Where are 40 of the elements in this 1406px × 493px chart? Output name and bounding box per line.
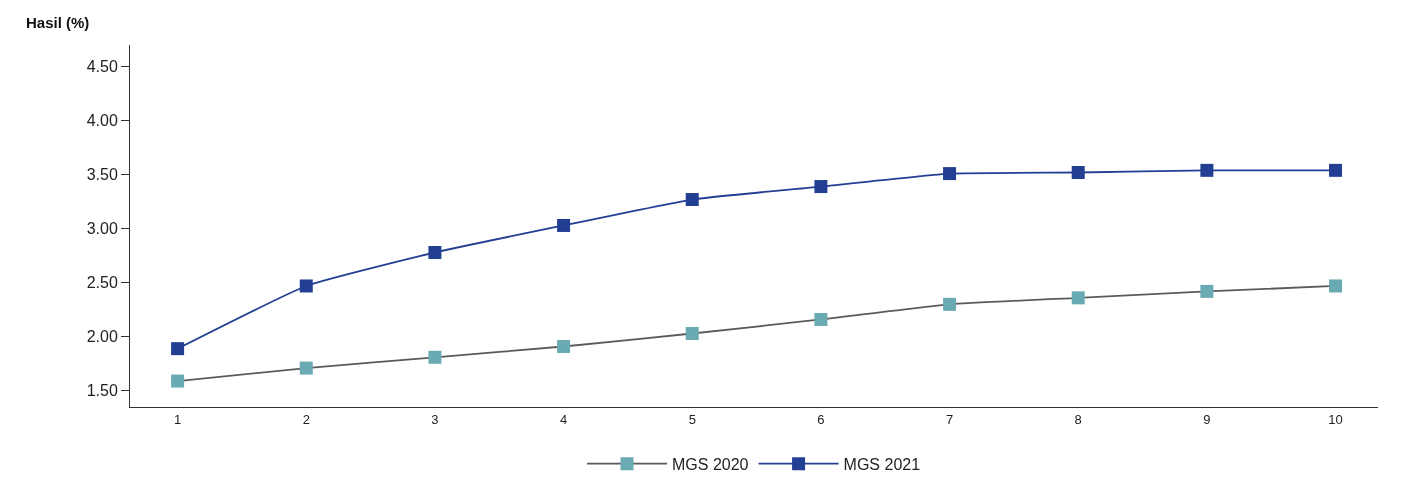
legend-label: MGS 2021 xyxy=(843,455,921,473)
y-tick-label: 3.50 xyxy=(86,166,118,184)
x-tick-label: 8 xyxy=(1074,411,1082,427)
y-tick-label: 4.50 xyxy=(86,58,118,76)
x-tick-label: 6 xyxy=(817,411,825,427)
point xyxy=(428,350,442,364)
x-tick-label: 10 xyxy=(1328,411,1343,427)
point xyxy=(428,245,442,259)
point xyxy=(171,374,185,388)
point xyxy=(1071,291,1085,305)
point xyxy=(1200,284,1214,298)
y-tick-label: 2.50 xyxy=(86,274,118,292)
y-tick-label: 2.00 xyxy=(86,328,118,346)
point xyxy=(685,193,699,207)
x-tick-label: 1 xyxy=(173,411,182,427)
point xyxy=(171,342,185,356)
y-tick-label: 1.50 xyxy=(86,382,118,400)
point xyxy=(557,218,571,232)
point xyxy=(1071,166,1085,180)
point xyxy=(1329,163,1343,177)
x-tick-label: 5 xyxy=(688,411,696,427)
point xyxy=(814,180,828,194)
point xyxy=(685,327,699,341)
point xyxy=(1329,279,1343,293)
point xyxy=(1200,163,1214,177)
legend-label: MGS 2020 xyxy=(672,455,749,473)
y-tick-label: 4.00 xyxy=(86,112,118,130)
point xyxy=(943,167,957,181)
point xyxy=(943,297,957,311)
x-tick-label: 4 xyxy=(559,411,568,427)
x-tick-label: 2 xyxy=(302,411,310,427)
point xyxy=(557,339,571,353)
point xyxy=(814,312,828,326)
point xyxy=(299,361,313,375)
x-tick-label: 7 xyxy=(945,411,954,427)
y-axis-title: Hasil (%) xyxy=(26,14,90,31)
point xyxy=(299,279,313,293)
x-tick-label: 9 xyxy=(1203,411,1211,427)
y-tick-label: 3.00 xyxy=(86,220,118,238)
x-tick-label: 3 xyxy=(431,411,439,427)
